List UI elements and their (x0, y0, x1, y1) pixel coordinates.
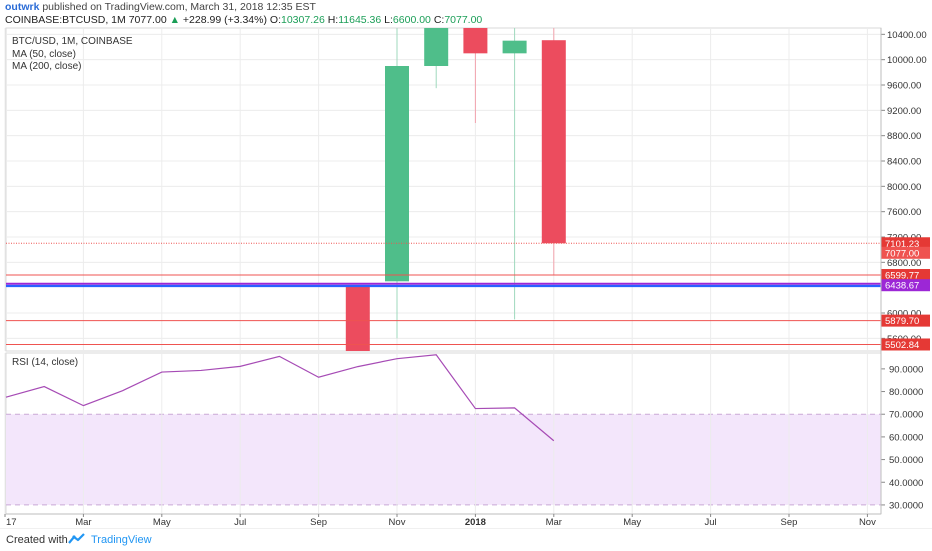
rsi-band (6, 414, 881, 505)
x-tick-label: May (153, 517, 171, 528)
tradingview-brand-link[interactable]: TradingView (91, 534, 152, 546)
x-tick-label: Sep (310, 517, 327, 528)
x-tick-label: 2018 (465, 517, 486, 528)
price-panel: 10400.00 10000.00 9600.00 9200.00 8800.00 840… (5, 28, 930, 351)
chart-canvas[interactable]: 10400.00 10000.00 9600.00 9200.00 8800.00 840… (0, 0, 932, 528)
created-with-text: Created with (6, 534, 68, 546)
footer: Created with TradingView (0, 528, 932, 551)
rsi-ytick-label: 70.0000 (889, 410, 923, 421)
rsi-ytick-label: 50.0000 (889, 455, 923, 466)
legend-ma50: MA (50, close) (12, 49, 76, 60)
level-label: 5502.84 (885, 340, 919, 351)
level-label: 6438.67 (885, 281, 919, 292)
rsi-ytick-label: 40.0000 (889, 478, 923, 489)
rsi-ytick-label: 30.0000 (889, 500, 923, 511)
price-ytick-label: 8400.00 (887, 157, 921, 168)
price-ytick-label: 8000.00 (887, 182, 921, 193)
legend-series: BTC/USD, 1M, COINBASE (12, 36, 133, 47)
x-tick-label: Jul (234, 517, 246, 528)
candle-body (542, 40, 566, 243)
rsi-ytick-label: 90.0000 (889, 364, 923, 375)
x-tick-label: 17 (6, 517, 17, 528)
legend-ma200: MA (200, close) (12, 61, 81, 72)
legend-rsi: RSI (14, close) (12, 357, 78, 368)
price-ytick-label: 10000.00 (887, 55, 927, 66)
current-price-label: 7077.00 (885, 248, 919, 259)
candle-body (385, 66, 409, 281)
price-ytick-label: 10400.00 (887, 30, 927, 41)
x-tick-label: Sep (781, 517, 798, 528)
x-tick-label: Nov (859, 517, 876, 528)
rsi-ytick-label: 80.0000 (889, 387, 923, 398)
level-label: 5879.70 (885, 316, 919, 327)
price-ytick-label: 7600.00 (887, 207, 921, 218)
x-tick-label: Jul (705, 517, 717, 528)
x-tick-label: Mar (75, 517, 91, 528)
candle-body (346, 285, 370, 351)
candle-body (424, 28, 448, 66)
candle-body (503, 41, 527, 54)
price-ytick-label: 8800.00 (887, 131, 921, 142)
rsi-panel: 90.0000 80.0000 70.0000 60.0000 50.0000 40.00… (5, 353, 923, 514)
tradingview-logo-icon[interactable] (68, 533, 86, 545)
x-tick-label: Nov (389, 517, 406, 528)
x-tick-label: May (623, 517, 641, 528)
price-ytick-label: 9600.00 (887, 81, 921, 92)
x-tick-label: Mar (546, 517, 562, 528)
price-panel-frame (6, 28, 881, 351)
candle-body (463, 28, 487, 53)
rsi-ytick-label: 60.0000 (889, 432, 923, 443)
price-ytick-label: 9200.00 (887, 106, 921, 117)
price-ytick-label: 6800.00 (887, 258, 921, 269)
